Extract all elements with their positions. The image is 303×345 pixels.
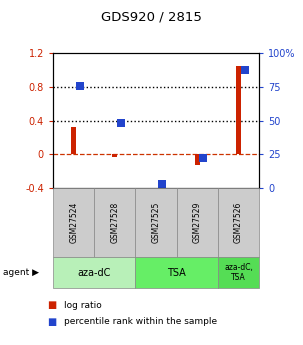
Text: percentile rank within the sample: percentile rank within the sample [64,317,217,326]
Text: log ratio: log ratio [64,301,102,310]
Text: GSM27528: GSM27528 [110,202,119,243]
Text: GSM27525: GSM27525 [152,202,161,243]
Point [242,67,247,72]
Text: TSA: TSA [167,268,186,277]
Text: GSM27529: GSM27529 [193,202,202,243]
Text: ■: ■ [47,317,56,326]
Point [201,156,206,161]
Point [160,181,165,187]
Point [77,83,82,89]
Bar [195,155,200,165]
Text: GDS920 / 2815: GDS920 / 2815 [101,10,202,23]
Bar [112,155,117,157]
Text: aza-dC,
TSA: aza-dC, TSA [224,263,253,282]
Text: GSM27524: GSM27524 [69,202,78,243]
Bar [236,66,241,155]
Text: agent ▶: agent ▶ [3,268,39,277]
Text: GSM27526: GSM27526 [234,202,243,243]
Point [118,121,123,126]
Text: aza-dC: aza-dC [78,268,111,277]
Bar [71,128,76,155]
Text: ■: ■ [47,300,56,310]
